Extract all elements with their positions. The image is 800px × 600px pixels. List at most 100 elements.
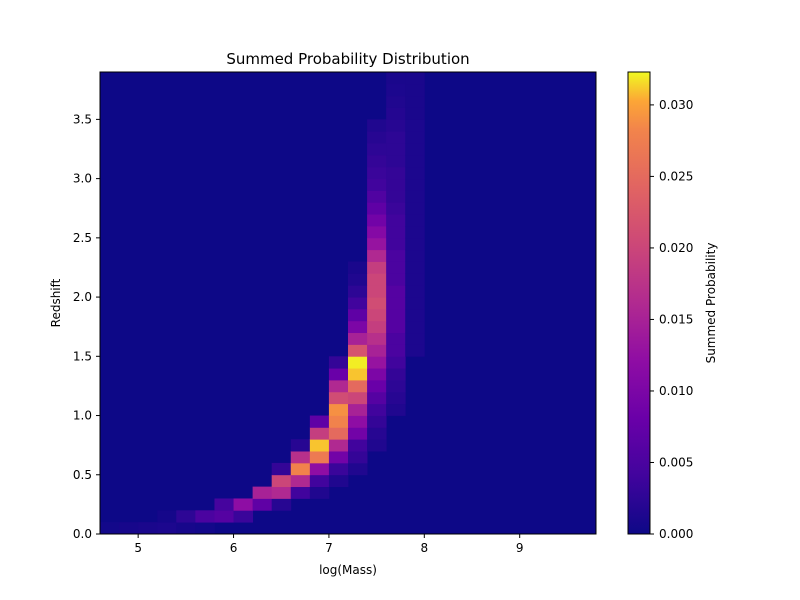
heatmap-cell [405, 344, 425, 357]
heatmap-cell [271, 498, 292, 511]
y-tick-label: 0.5 [73, 468, 92, 482]
heatmap-cell [290, 474, 311, 488]
heatmap-cell [386, 273, 406, 286]
heatmap-cell [252, 486, 273, 499]
x-tick-label: 5 [134, 541, 142, 555]
heatmap-cell [328, 415, 349, 428]
y-tick-label: 3.5 [73, 112, 92, 126]
heatmap-cell [386, 344, 406, 357]
heatmap-cell [290, 439, 311, 452]
heatmap-cell [386, 214, 406, 227]
heatmap-cell [328, 474, 349, 488]
heatmap-cell [309, 486, 330, 499]
heatmap-cell [405, 72, 425, 85]
heatmap-cell [367, 178, 387, 191]
heatmap-cell [309, 427, 330, 440]
heatmap-cell [386, 308, 406, 322]
heatmap-cell [328, 368, 349, 381]
y-tick-label: 2.0 [73, 290, 92, 304]
heatmap-cell [405, 178, 425, 191]
heatmap-cell [405, 297, 425, 310]
heatmap-cell [233, 510, 254, 523]
heatmap-cell [386, 202, 406, 215]
heatmap-cell [348, 332, 368, 345]
heatmap-cell [290, 486, 311, 499]
heatmap-cell [405, 285, 425, 298]
heatmap-cell [214, 510, 234, 523]
heatmap-cell [367, 249, 387, 262]
heatmap-cell [386, 131, 406, 144]
heatmap-cell [309, 462, 330, 476]
heatmap-cell [367, 261, 387, 274]
heatmap-cell [138, 522, 158, 535]
heatmap-cell [309, 439, 330, 452]
heatmap-cell [405, 214, 425, 227]
heatmap-cell [328, 403, 349, 416]
heatmap-cell [386, 320, 406, 334]
heatmap-cell [309, 415, 330, 428]
heatmap-cell [348, 297, 368, 310]
heatmap-cell [367, 190, 387, 203]
heatmap-cell [367, 391, 387, 405]
heatmap-cell [348, 462, 368, 476]
heatmap-cell [367, 285, 387, 298]
heatmap-cell [100, 522, 120, 535]
heatmap-cell [157, 510, 177, 523]
heatmap-cell [367, 214, 387, 227]
plot-frame [99, 71, 597, 535]
heatmap-cell [386, 356, 406, 369]
heatmap-cell [367, 380, 387, 393]
heatmap-cell [367, 202, 387, 215]
heatmap-cell [386, 119, 406, 132]
heatmap-cell [405, 131, 425, 144]
heatmap-cell [119, 522, 139, 535]
heatmap-cell [386, 83, 406, 97]
heatmap-cell [405, 107, 425, 120]
x-tick-label: 6 [230, 541, 238, 555]
heatmap-cell [386, 226, 406, 239]
colorbar-tick-label: 0.005 [659, 455, 693, 469]
heatmap-cell [271, 462, 292, 476]
heatmap-cell [348, 320, 368, 334]
plot-area [99, 71, 597, 535]
x-tick-label: 8 [420, 541, 428, 555]
heatmap-cell [386, 190, 406, 203]
heatmap-cell [328, 356, 349, 369]
colorbar-tick-label: 0.020 [659, 241, 693, 255]
y-axis-label: Redshift [49, 278, 63, 327]
heatmap-cell [405, 154, 425, 168]
heatmap-cell [386, 403, 406, 416]
heatmap-cell [405, 83, 425, 97]
heatmap-cell [386, 332, 406, 345]
heatmap-cell [309, 451, 330, 464]
heatmap-cell [328, 380, 349, 393]
heatmap-cells [100, 72, 425, 535]
heatmap-cell [405, 249, 425, 262]
heatmap-cell [348, 368, 368, 381]
heatmap-cell [386, 285, 406, 298]
heatmap-cell [367, 166, 387, 180]
heatmap-cell [348, 273, 368, 286]
heatmap-cell [348, 403, 368, 416]
colorbar-ticks: 0.000 0.005 0.010 0.015 0.020 0.025 0.030 [650, 98, 693, 541]
heatmap-cell [386, 249, 406, 262]
heatmap-cell [252, 498, 273, 511]
y-tick-label: 1.0 [73, 409, 92, 423]
heatmap-cell [367, 332, 387, 345]
heatmap-cell [176, 522, 196, 535]
heatmap-cell [271, 474, 292, 488]
heatmap-cell [367, 403, 387, 416]
heatmap-cell [386, 380, 406, 393]
colorbar-tick-label: 0.000 [659, 527, 693, 541]
colorbar-tick-label: 0.030 [659, 98, 693, 112]
heatmap-cell [367, 344, 387, 357]
heatmap-cell [348, 427, 368, 440]
heatmap-cell [271, 486, 292, 499]
heatmap-cell [405, 119, 425, 132]
heatmap-cell [348, 391, 368, 405]
heatmap-cell [309, 474, 330, 488]
heatmap-cell [290, 451, 311, 464]
heatmap-cell [405, 190, 425, 203]
heatmap-cell [367, 308, 387, 322]
x-tick-label: 7 [325, 541, 333, 555]
